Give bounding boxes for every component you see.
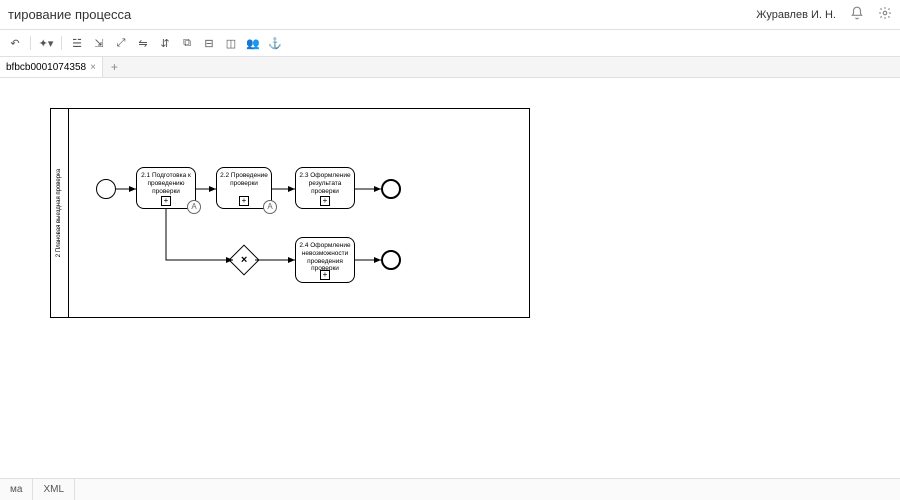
ungroup-icon[interactable]: ⊟ [200,34,218,52]
subprocess-marker-icon [320,270,330,280]
v-flip-icon[interactable]: ⇵ [156,34,174,52]
cube-icon[interactable]: ◫ [222,34,240,52]
group-icon[interactable]: ⧉ [178,34,196,52]
toolbar: ↶ ✦▾ ☱ ⇲ ⤢ ⇋ ⇵ ⧉ ⊟ ◫ 👥 ⚓ [0,30,900,56]
task-2-3[interactable]: 2.3 Оформление результата проверки [295,167,355,209]
tab-label: bfbcb0001074358 [6,62,86,73]
task-label: 2.4 Оформление невозможности проведения … [299,242,351,273]
sequence-flows [51,109,531,319]
close-icon[interactable]: × [90,62,96,73]
task-label: 2.1 Подготовка к проведению проверки [140,172,192,195]
bell-icon[interactable] [850,6,864,23]
anchor-icon[interactable]: ⚓ [266,34,284,52]
task-label: 2.2 Проведение проверки [220,172,268,188]
diagram-canvas[interactable]: 2 Плановая выездная проверка 2.1 Подгото… [0,78,900,476]
lane-label: 2 Плановая выездная проверка [57,169,63,257]
exclusive-gateway[interactable]: × [233,249,255,271]
document-tab[interactable]: bfbcb0001074358 × [0,57,103,77]
separator [30,36,31,50]
end-event-2[interactable] [381,250,401,270]
h-flip-icon[interactable]: ⇋ [134,34,152,52]
align-icon[interactable]: ☱ [68,34,86,52]
footer-tab-label: XML [43,484,64,495]
start-event[interactable] [96,179,116,199]
wand-icon[interactable]: ✦▾ [37,34,55,52]
undo-icon[interactable]: ↶ [6,34,24,52]
app-header: тирование процесса Журавлев И. Н. [0,0,900,30]
task-label: 2.3 Оформление результата проверки [299,172,351,195]
subprocess-marker-icon [239,196,249,206]
separator [61,36,62,50]
footer-tab-label: ма [10,484,22,495]
header-right: Журавлев И. Н. [756,6,892,23]
end-event-1[interactable] [381,179,401,199]
plus-icon: + [111,60,118,74]
user-name[interactable]: Журавлев И. Н. [756,9,836,21]
task-2-2[interactable]: 2.2 Проведение проверки A [216,167,272,209]
task-2-4[interactable]: 2.4 Оформление невозможности проведения … [295,237,355,283]
bpmn-pool[interactable]: 2 Плановая выездная проверка 2.1 Подгото… [50,108,530,318]
add-tab-button[interactable]: + [103,57,126,77]
activity-marker-icon: A [187,200,201,214]
footer-tab-xml[interactable]: XML [33,479,75,500]
task-2-1[interactable]: 2.1 Подготовка к проведению проверки A [136,167,196,209]
lane-header[interactable]: 2 Плановая выездная проверка [51,109,69,317]
footer-tab-diagram[interactable]: ма [0,479,33,500]
activity-marker-icon: A [263,200,277,214]
distribute-icon[interactable]: ⇲ [90,34,108,52]
page-title: тирование процесса [8,7,131,22]
subprocess-marker-icon [320,196,330,206]
gear-icon[interactable] [878,6,892,23]
subprocess-marker-icon [161,196,171,206]
document-tabbar: bfbcb0001074358 × + [0,56,900,78]
expand-icon[interactable]: ⤢ [112,34,130,52]
footer-tabbar: ма XML [0,478,900,500]
users-icon[interactable]: 👥 [244,34,262,52]
